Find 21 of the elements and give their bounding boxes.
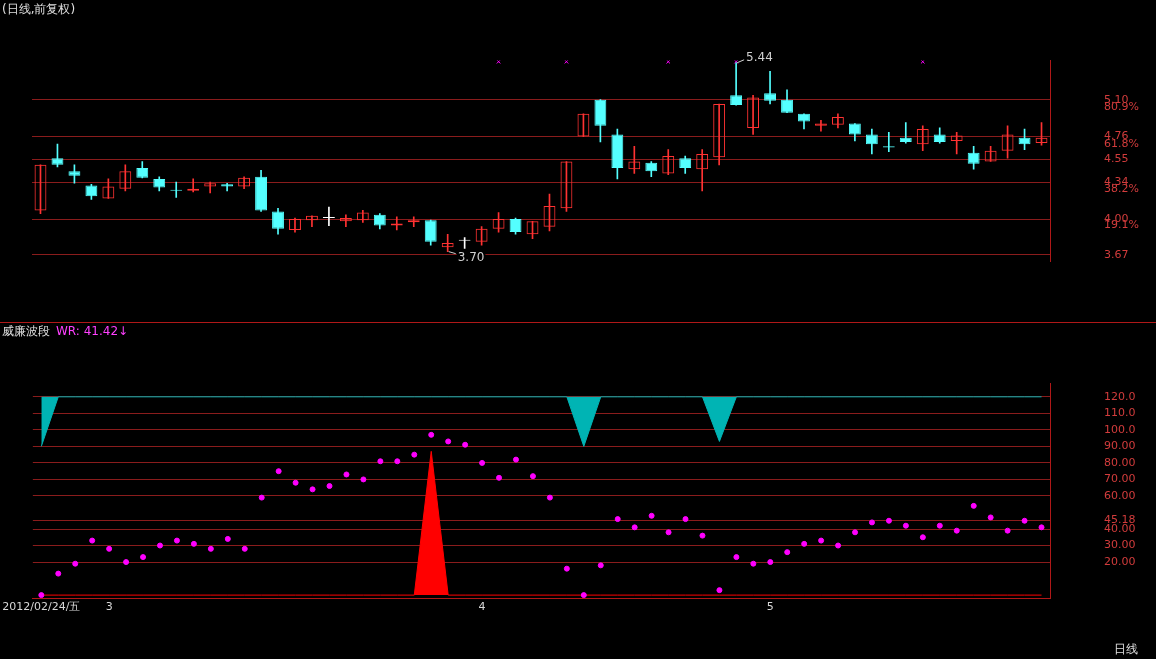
chart-title: (日线,前复权) <box>2 1 76 18</box>
y-tick-label: 90.00 <box>1104 439 1136 453</box>
y-tick-label: 70.00 <box>1104 472 1136 486</box>
x-tick-label: 2012/02/24/五 <box>2 599 81 613</box>
y-tick-label: 60.00 <box>1104 488 1136 502</box>
y-tick-label: 80.00 <box>1104 455 1136 469</box>
y-tick-label: 4.55 <box>1104 152 1129 166</box>
x-tick-label: 3 <box>105 599 113 613</box>
y-tick-label: 3.67 <box>1104 247 1129 261</box>
y-tick-label: 120.0 <box>1104 389 1136 403</box>
annotation: 3.70 <box>457 249 485 264</box>
x-tick-label: 5 <box>766 599 774 613</box>
y-tick-label: 110.0 <box>1104 406 1136 420</box>
x-tick-label: 4 <box>478 599 486 613</box>
y-tick-label: 30.00 <box>1104 538 1136 552</box>
chart-title: 威廉波段 <box>2 324 50 338</box>
y-tick-label: 20.00 <box>1104 554 1136 568</box>
annotation: 5.44 <box>746 49 773 64</box>
y-tick-label: 100.0 <box>1104 422 1136 436</box>
text: 日线 <box>1114 641 1138 658</box>
text: WR: 41.42↓ <box>56 324 129 338</box>
